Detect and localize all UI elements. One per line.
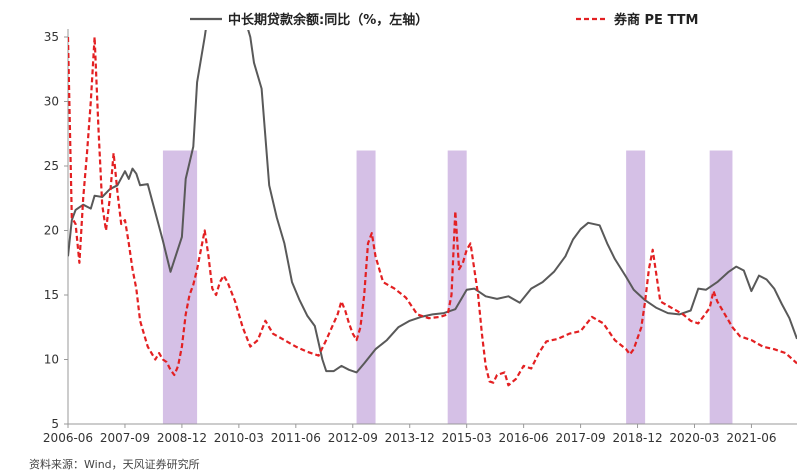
x-tick-label: 2012-09 [328,431,378,445]
x-tick-label: 2007-09 [100,431,150,445]
y-tick-label: 25 [44,159,59,173]
y-tick-label: 30 [44,95,59,109]
x-tick-label: 2015-03 [442,431,492,445]
y-tick-label: 20 [44,224,59,238]
axes: 5 10 15 20 25 30 35 2006-06 2007-09 2008-12 2010-0… [43,29,797,445]
x-tick-label: 2017-09 [556,431,606,445]
legend-label-1: 中长期贷款余额:同比（%，左轴） [228,12,428,28]
series-line-1 [68,30,797,374]
shaded-period-5 [709,150,733,424]
shaded-period-3 [447,150,467,424]
x-tick-label: 2016-06 [499,431,549,445]
legend: 中长期贷款余额:同比（%，左轴） 券商 PE TTM [190,12,698,28]
x-tick-label: 2021-06 [726,431,776,445]
y-tick-label: 35 [44,30,59,44]
y-tick-label: 15 [44,288,59,302]
series-lines [68,30,797,387]
x-tick-label: 2010-03 [214,431,264,445]
x-tick-label: 2006-06 [43,431,93,445]
x-tick-label: 2011-06 [271,431,321,445]
x-tick-label: 2008-12 [157,431,207,445]
shaded-period-1 [162,150,198,424]
series-line-2 [68,35,797,387]
shaded-period-2 [356,150,376,424]
source-note: 资料来源：Wind，天风证券研究所 [29,458,200,471]
x-tick-label: 2018-12 [612,431,662,445]
shaded-period-4 [626,150,646,424]
y-tick-label: 10 [44,353,59,367]
y-tick-label: 5 [51,417,59,431]
legend-label-2: 券商 PE TTM [613,12,698,28]
x-tick-label: 2020-03 [669,431,719,445]
x-tick-label: 2013-12 [385,431,435,445]
